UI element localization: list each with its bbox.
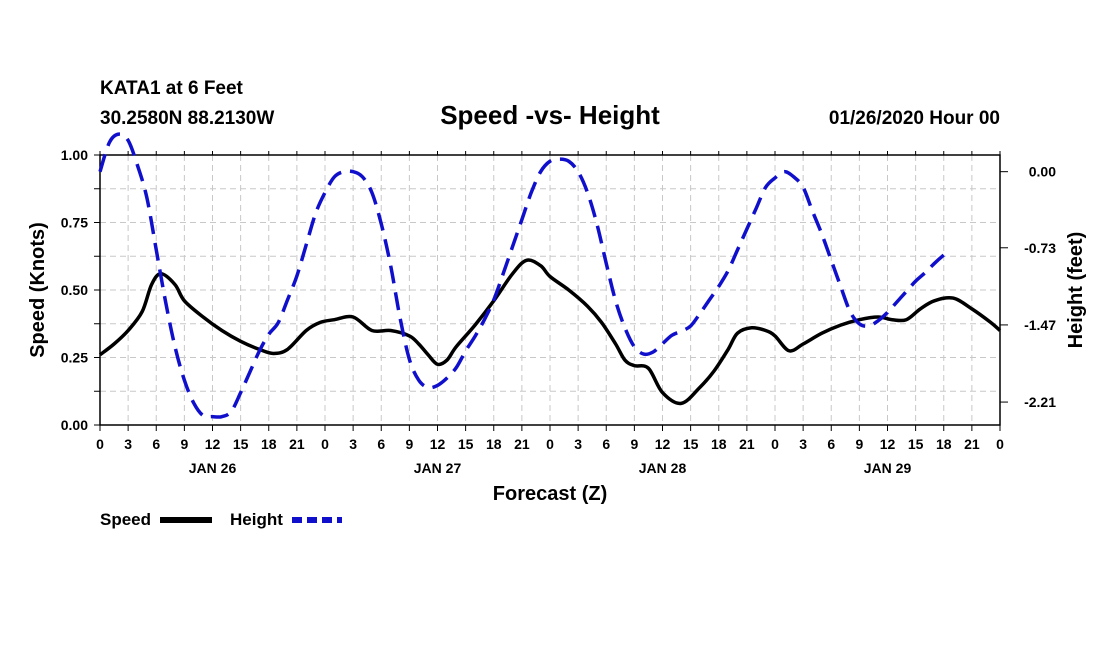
x-tick-label: 0 xyxy=(996,436,1004,452)
x-tick-label: 18 xyxy=(261,436,277,452)
y-tick-label: 1.00 xyxy=(61,147,88,163)
y2-axis-label: Height (feet) xyxy=(1065,232,1087,349)
y-tick-label: 0.25 xyxy=(61,350,88,366)
y2-tick-labels: 0.00 -0.73 -1.47 -2.21 xyxy=(1024,164,1056,410)
x-tick-label: 3 xyxy=(574,436,582,452)
x-tick-label: 21 xyxy=(739,436,755,452)
y2-tick-label: -2.21 xyxy=(1024,394,1056,410)
x-tick-label: 15 xyxy=(458,436,474,452)
x-tick-label: 9 xyxy=(855,436,863,452)
x-tick-labels: 0 3 6 9 12 15 18 21 0 3 6 9 12 15 18 21 0 3 6 9 12 15 18 21 0 3 6 9… xyxy=(96,436,1004,452)
x-tick-label: 12 xyxy=(430,436,446,452)
series-group xyxy=(98,132,1002,419)
x-tick-label: 3 xyxy=(124,436,132,452)
x-tick-label: 9 xyxy=(630,436,638,452)
date-label: 01/26/2020 Hour 00 xyxy=(829,108,1000,129)
legend: Speed Height xyxy=(100,510,342,529)
y-tick-label: 0.75 xyxy=(61,215,88,231)
x-tick-label: 18 xyxy=(486,436,502,452)
x-tick-label: 21 xyxy=(289,436,305,452)
y-tick-label: 0.00 xyxy=(61,417,88,433)
x-tick-label: 6 xyxy=(602,436,610,452)
x-tick-label: 0 xyxy=(771,436,779,452)
x-tick-label: 9 xyxy=(405,436,413,452)
x-tick-label: 6 xyxy=(377,436,385,452)
legend-speed-label: Speed xyxy=(100,510,151,529)
y-axis-label: Speed (Knots) xyxy=(27,222,49,358)
day-label: JAN 29 xyxy=(864,460,912,476)
x-tick-label: 21 xyxy=(514,436,530,452)
y2-tick-label: 0.00 xyxy=(1029,164,1056,180)
x-tick-label: 3 xyxy=(799,436,807,452)
x-tick-label: 18 xyxy=(936,436,952,452)
x-tick-label: 15 xyxy=(683,436,699,452)
day-label: JAN 26 xyxy=(189,460,237,476)
axes xyxy=(94,151,1008,431)
y-tick-labels: 0.00 0.25 0.50 0.75 1.00 xyxy=(61,147,88,433)
x-tick-label: 12 xyxy=(655,436,671,452)
x-tick-label: 15 xyxy=(908,436,924,452)
legend-height-label: Height xyxy=(230,510,283,529)
y2-tick-label: -1.47 xyxy=(1024,317,1056,333)
coords-label: 30.2580N 88.2130W xyxy=(100,108,274,129)
x-tick-label: 0 xyxy=(321,436,329,452)
x-tick-label: 15 xyxy=(233,436,249,452)
series-line-height xyxy=(98,132,945,419)
x-axis-label: Forecast (Z) xyxy=(493,483,607,505)
x-tick-label: 12 xyxy=(880,436,896,452)
grid-lines xyxy=(100,155,1000,425)
day-label: JAN 28 xyxy=(639,460,687,476)
y-tick-label: 0.50 xyxy=(61,282,88,298)
x-tick-label: 3 xyxy=(349,436,357,452)
y2-tick-label: -0.73 xyxy=(1024,240,1056,256)
x-tick-label: 21 xyxy=(964,436,980,452)
plot-frame xyxy=(99,154,1001,426)
chart-title: Speed -vs- Height xyxy=(440,100,660,130)
station-label: KATA1 at 6 Feet xyxy=(100,78,244,99)
x-tick-label: 6 xyxy=(152,436,160,452)
day-labels: JAN 26 JAN 27 JAN 28 JAN 29 xyxy=(189,460,912,476)
x-tick-label: 9 xyxy=(180,436,188,452)
series-line-speed xyxy=(98,258,1002,406)
day-label: JAN 27 xyxy=(414,460,462,476)
x-tick-label: 12 xyxy=(205,436,221,452)
x-tick-label: 0 xyxy=(96,436,104,452)
x-tick-label: 18 xyxy=(711,436,727,452)
x-tick-label: 0 xyxy=(546,436,554,452)
x-tick-label: 6 xyxy=(827,436,835,452)
